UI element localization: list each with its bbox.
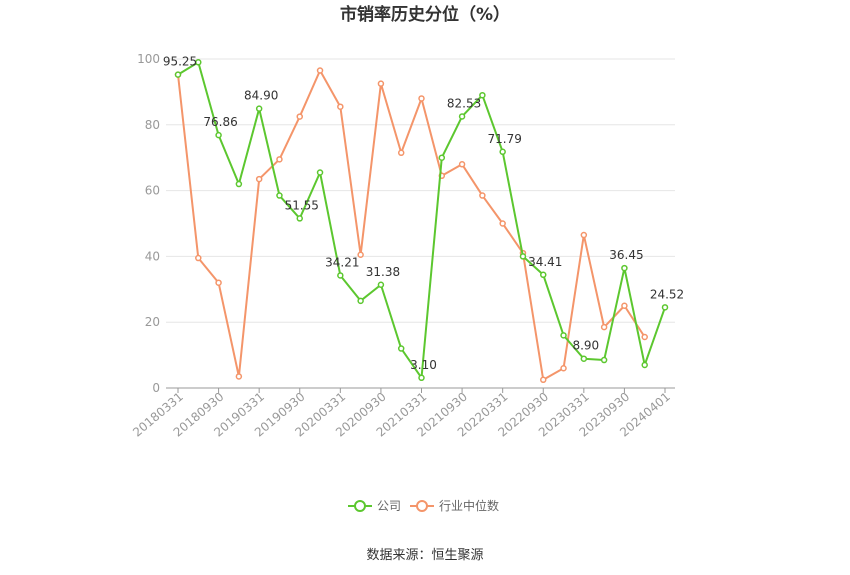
data-label: 8.90 xyxy=(572,339,599,353)
data-point[interactable] xyxy=(560,332,567,339)
series-layer xyxy=(174,59,669,384)
source-note: 数据来源：恒生聚源 xyxy=(366,548,483,563)
data-labels: 95.25 76.86 84.90 51.55 34.21 31.38 3.10 82.53 7… xyxy=(163,55,684,372)
data-label: 95.25 xyxy=(163,55,197,69)
legend-marker-icon xyxy=(354,500,366,512)
data-label: 31.38 xyxy=(366,265,400,279)
data-point[interactable] xyxy=(540,271,547,279)
data-point[interactable] xyxy=(377,281,385,289)
legend-label: 行业中位数 xyxy=(439,498,499,513)
y-tick-label: 0 xyxy=(152,381,160,395)
series-line-company xyxy=(177,61,666,379)
data-point[interactable] xyxy=(519,253,527,260)
series-line-industry-median xyxy=(177,69,646,381)
legend-label: 公司 xyxy=(377,499,401,513)
data-point[interactable] xyxy=(499,220,506,227)
data-label: 51.55 xyxy=(285,198,319,212)
legend-marker-icon xyxy=(416,500,428,512)
chart-title: 市销率历史分位（%） xyxy=(340,4,510,25)
data-point[interactable] xyxy=(479,192,486,199)
legend-item-company[interactable]: 公司 xyxy=(348,499,401,513)
data-point[interactable] xyxy=(580,231,588,239)
data-label: 34.41 xyxy=(528,255,562,269)
legend-item-industry-median[interactable]: 行业中位数 xyxy=(410,498,499,513)
data-label: 84.90 xyxy=(244,89,278,103)
data-point[interactable] xyxy=(641,333,648,341)
data-point[interactable] xyxy=(499,148,506,156)
data-label: 76.86 xyxy=(203,115,237,129)
y-tick-label: 20 xyxy=(145,315,160,329)
data-point[interactable] xyxy=(540,376,547,384)
y-tick-label: 80 xyxy=(145,118,160,132)
data-point[interactable] xyxy=(560,365,567,372)
data-point[interactable] xyxy=(458,161,466,168)
data-point[interactable] xyxy=(458,113,466,120)
data-point[interactable] xyxy=(255,105,263,112)
data-label: 36.45 xyxy=(609,248,643,262)
legend[interactable]: 公司 行业中位数 xyxy=(348,498,499,513)
data-point[interactable] xyxy=(600,323,608,331)
data-point[interactable] xyxy=(357,297,364,305)
data-point[interactable] xyxy=(377,80,385,87)
data-point[interactable] xyxy=(195,254,202,262)
data-point[interactable] xyxy=(621,264,628,272)
data-label: 3.10 xyxy=(410,358,437,372)
data-point[interactable] xyxy=(357,251,364,259)
data-point[interactable] xyxy=(600,356,608,364)
data-point[interactable] xyxy=(296,215,303,222)
y-tick-label: 100 xyxy=(137,52,160,66)
data-label: 82.53 xyxy=(447,96,481,110)
data-label: 34.21 xyxy=(325,255,359,269)
data-point[interactable] xyxy=(661,304,669,311)
data-point[interactable] xyxy=(296,113,303,120)
data-point[interactable] xyxy=(316,169,324,176)
data-point[interactable] xyxy=(397,345,405,352)
data-point[interactable] xyxy=(195,59,202,66)
data-point[interactable] xyxy=(641,361,648,369)
data-label: 24.52 xyxy=(650,287,684,301)
data-point[interactable] xyxy=(337,272,344,279)
data-point[interactable] xyxy=(337,103,344,110)
data-point[interactable] xyxy=(438,154,446,161)
y-tick-label: 40 xyxy=(145,249,160,263)
data-point[interactable] xyxy=(621,302,628,309)
data-point[interactable] xyxy=(235,180,243,188)
data-point[interactable] xyxy=(276,192,283,199)
data-point[interactable] xyxy=(276,156,283,163)
data-label: 71.79 xyxy=(487,132,521,146)
y-tick-label: 60 xyxy=(145,184,160,198)
data-point[interactable] xyxy=(580,355,588,362)
data-point[interactable] xyxy=(397,149,405,157)
data-point[interactable] xyxy=(418,95,425,102)
data-point[interactable] xyxy=(255,175,263,183)
data-point[interactable] xyxy=(418,374,425,382)
data-point[interactable] xyxy=(174,71,182,78)
data-point[interactable] xyxy=(215,279,222,286)
data-point[interactable] xyxy=(479,91,486,99)
data-point[interactable] xyxy=(316,67,324,74)
data-point[interactable] xyxy=(215,131,222,139)
data-point[interactable] xyxy=(235,373,243,380)
